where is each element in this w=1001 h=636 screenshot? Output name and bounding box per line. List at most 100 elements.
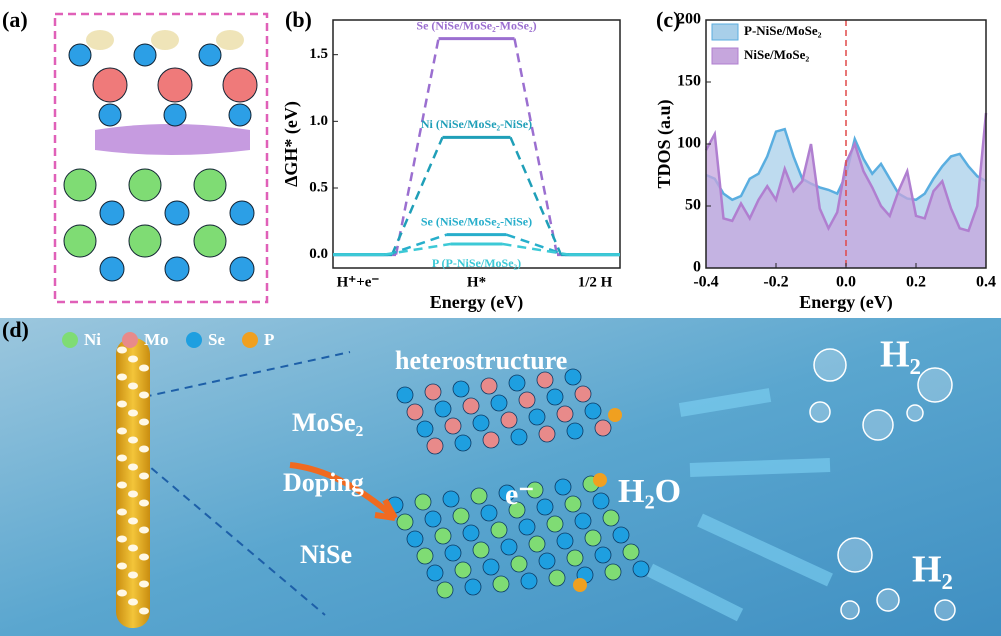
atom — [229, 256, 255, 282]
atom — [426, 437, 444, 455]
atom — [128, 224, 162, 258]
dopant — [117, 589, 127, 597]
atom — [164, 256, 190, 282]
x-tick-label: 1/2 H — [578, 274, 613, 290]
atom — [163, 103, 187, 127]
dopant — [139, 526, 149, 534]
atom — [556, 532, 574, 550]
x-tick-label: -0.4 — [693, 274, 718, 291]
dopant — [139, 364, 149, 372]
atom — [92, 67, 128, 103]
atom — [592, 492, 610, 510]
atom — [482, 558, 500, 576]
atom — [464, 578, 482, 596]
dopant — [139, 472, 149, 480]
flow-arrow — [646, 563, 744, 622]
series-label: Ni (NiSe/MoSe₂-NiSe) — [421, 117, 532, 131]
x-tick-label: -0.2 — [763, 274, 788, 291]
atom — [604, 563, 622, 581]
atom — [574, 512, 592, 530]
atom — [573, 578, 587, 592]
atom — [472, 541, 490, 559]
atom — [538, 425, 556, 443]
dopant — [117, 508, 127, 516]
density — [86, 30, 114, 50]
atom — [490, 394, 508, 412]
atom — [396, 513, 414, 531]
atom — [198, 43, 222, 67]
atom — [406, 530, 424, 548]
atom — [482, 431, 500, 449]
label: heterostructure — [395, 346, 567, 375]
dopant — [139, 553, 149, 561]
atom — [500, 538, 518, 556]
connector — [513, 38, 559, 255]
atom — [536, 498, 554, 516]
dopant — [128, 571, 138, 579]
structure-a — [63, 30, 258, 282]
connector — [383, 242, 451, 256]
atom — [602, 509, 620, 527]
atom — [594, 546, 612, 564]
y-axis-label: TDOS (a.u) — [654, 99, 675, 188]
panel-label: (d) — [2, 317, 29, 342]
bubble — [917, 367, 953, 403]
series-label: Se (NiSe/MoSe₂-MoSe₂) — [416, 18, 536, 32]
panel-a-frame — [53, 12, 269, 304]
dopant — [117, 562, 127, 570]
legend-label: P — [264, 330, 274, 349]
atom — [500, 411, 518, 429]
atom — [63, 224, 97, 258]
y-tick-label: 0.5 — [309, 179, 328, 195]
dopant — [128, 382, 138, 390]
atom — [480, 504, 498, 522]
y-tick-label: 150 — [677, 73, 701, 90]
connector — [394, 38, 440, 255]
atom — [434, 527, 452, 545]
x-tick-label: H* — [467, 274, 486, 290]
x-tick-label: 0.0 — [836, 274, 856, 291]
legend-label: Mo — [144, 330, 169, 349]
dopant — [128, 436, 138, 444]
connector — [387, 233, 447, 256]
atom — [490, 521, 508, 539]
atom — [98, 103, 122, 127]
atom — [454, 561, 472, 579]
x-tick-label: 0.2 — [906, 274, 926, 291]
plot-frame — [332, 19, 621, 269]
connector — [502, 242, 570, 256]
atom — [612, 526, 630, 544]
atom — [528, 408, 546, 426]
flow-arrow — [678, 388, 772, 417]
legend-atom — [242, 332, 258, 348]
density — [95, 124, 250, 155]
atom — [584, 402, 602, 420]
legend-swatch — [711, 23, 739, 41]
atom — [68, 43, 92, 67]
x-tick-label: H⁺+e⁻ — [337, 274, 380, 290]
atom — [593, 473, 607, 487]
atom — [584, 529, 602, 547]
atom — [133, 43, 157, 67]
y-tick-label: 200 — [677, 11, 701, 28]
legend-label: Se — [208, 330, 225, 349]
legend-atom — [62, 332, 78, 348]
atom — [526, 481, 544, 499]
zoom-line — [129, 351, 351, 401]
atom — [424, 383, 442, 401]
atom — [518, 518, 536, 536]
label: Doping — [283, 468, 364, 497]
panel-label: (a) — [2, 7, 28, 32]
atom — [128, 168, 162, 202]
x-axis-label: Energy (eV) — [430, 292, 523, 313]
dopant — [128, 490, 138, 498]
atom — [492, 575, 510, 593]
label: e⁻ — [505, 478, 534, 511]
atom — [63, 168, 97, 202]
y-tick-label: 50 — [685, 197, 701, 214]
label: MoSe₂ — [292, 408, 364, 437]
atom — [426, 564, 444, 582]
atom — [424, 510, 442, 528]
y-tick-label: 0.0 — [309, 246, 328, 262]
